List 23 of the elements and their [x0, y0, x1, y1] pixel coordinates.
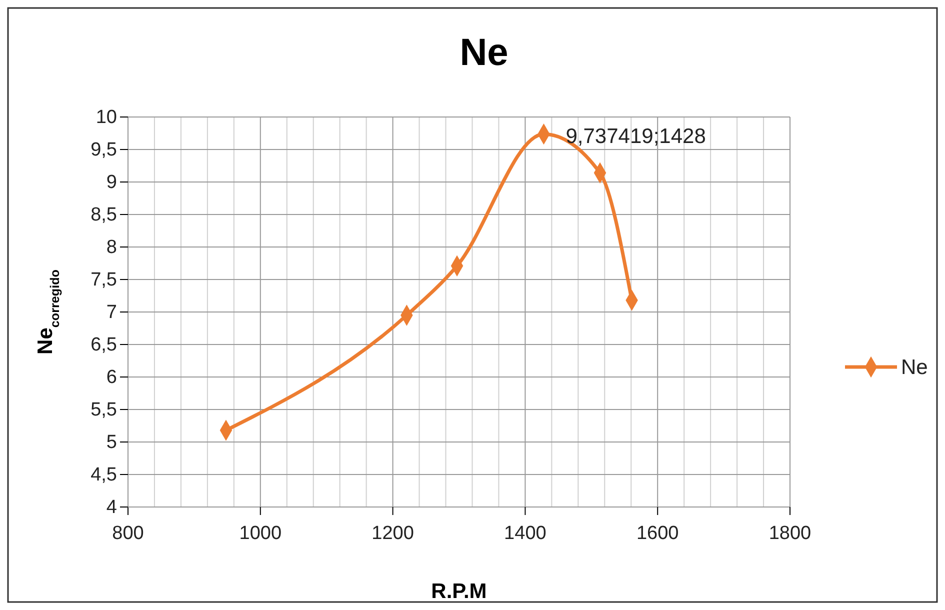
- x-tick-label: 1400: [504, 522, 546, 544]
- y-tick-label: 9: [106, 172, 117, 194]
- y-tick-label: 7,5: [90, 270, 117, 291]
- y-tick-label: 10: [96, 107, 117, 128]
- y-tick-label: 7: [106, 302, 117, 324]
- y-tick-label: 8,5: [90, 204, 117, 226]
- x-tick-label: 1200: [372, 522, 414, 544]
- annotation: 9,737419;1428: [566, 125, 706, 148]
- y-tick-label: 6: [106, 367, 117, 388]
- y-tick-label: 8: [106, 237, 117, 258]
- y-tick-label: 9,5: [90, 140, 117, 161]
- y-tick-label: 6,5: [90, 334, 117, 356]
- y-tick-label: 5: [106, 432, 117, 454]
- y-tick-label: 5,5: [90, 400, 117, 421]
- y-tick-label: 4: [106, 497, 118, 518]
- legend-label: Ne: [901, 356, 928, 379]
- x-tick-label: 800: [112, 522, 144, 544]
- y-tick-label: 4,5: [90, 464, 117, 486]
- x-tick-label: 1600: [636, 522, 679, 544]
- chart-title: Ne: [460, 32, 508, 74]
- x-axis-title: R.P.M: [431, 580, 487, 603]
- x-tick-label: 1000: [239, 522, 282, 544]
- x-tick-label: 1800: [768, 522, 812, 544]
